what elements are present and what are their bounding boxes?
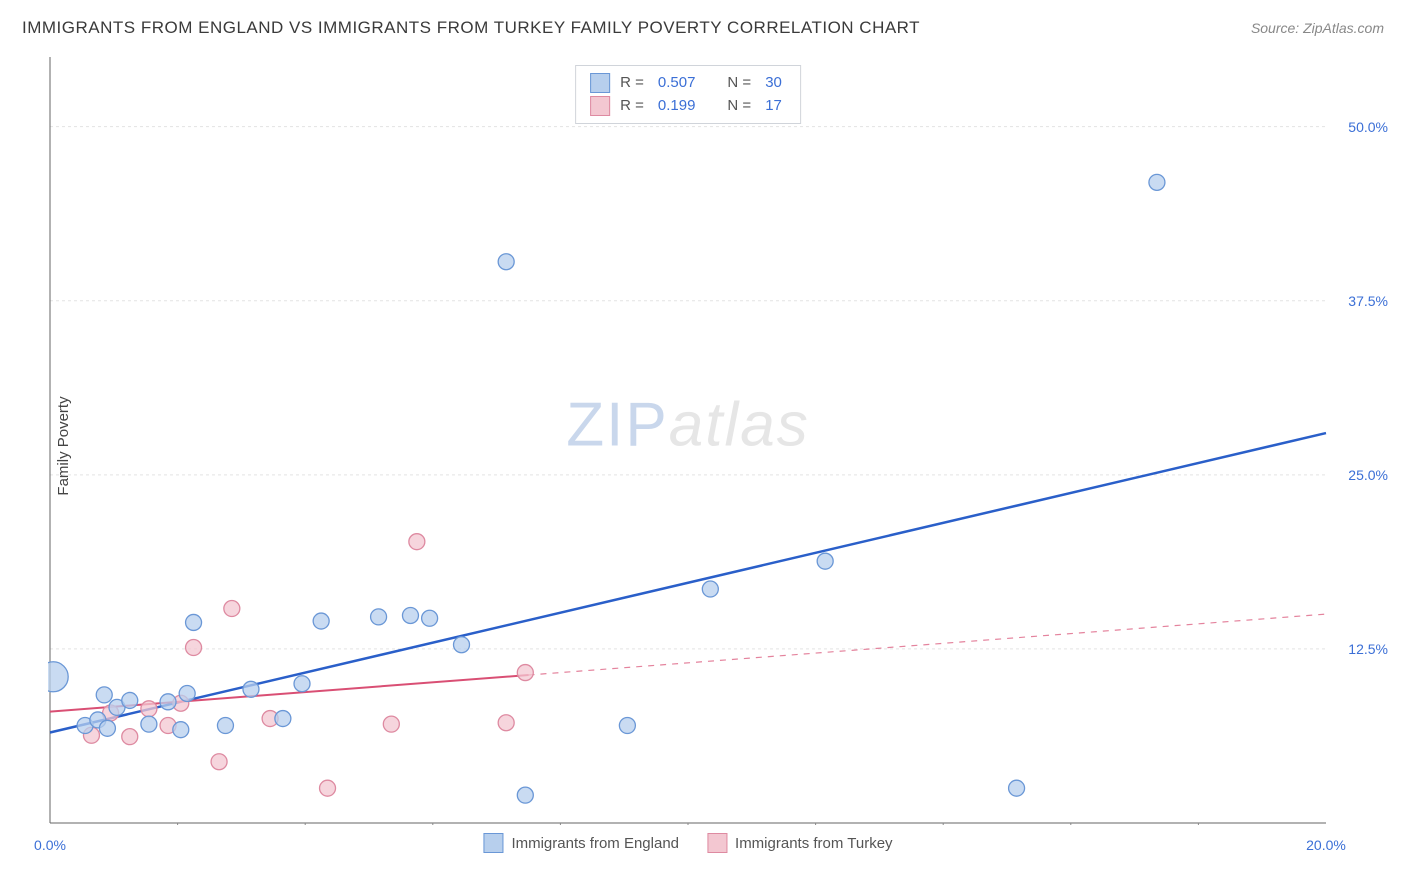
legend-row-turkey: R = 0.199 N = 17 <box>590 95 786 118</box>
chart-plot-area: ZIPatlas R = 0.507 N = 30 R = 0.199 N = … <box>48 55 1328 825</box>
legend-item-england: Immigrants from England <box>483 833 679 853</box>
ytick-label: 50.0% <box>1348 119 1388 135</box>
legend-series: Immigrants from England Immigrants from … <box>483 833 892 853</box>
scatter-plot-svg <box>48 55 1328 825</box>
chart-header: IMMIGRANTS FROM ENGLAND VS IMMIGRANTS FR… <box>0 0 1406 46</box>
chart-title: IMMIGRANTS FROM ENGLAND VS IMMIGRANTS FR… <box>22 18 920 38</box>
swatch-turkey <box>590 96 610 116</box>
ytick-label: 25.0% <box>1348 467 1388 483</box>
ytick-label: 37.5% <box>1348 293 1388 309</box>
swatch-england <box>590 73 610 93</box>
ytick-label: 12.5% <box>1348 641 1388 657</box>
swatch-turkey-icon <box>707 833 727 853</box>
swatch-england-icon <box>483 833 503 853</box>
xtick-label: 20.0% <box>1306 837 1346 853</box>
xtick-label: 0.0% <box>34 837 66 853</box>
legend-row-england: R = 0.507 N = 30 <box>590 72 786 95</box>
legend-item-turkey: Immigrants from Turkey <box>707 833 893 853</box>
source-attribution: Source: ZipAtlas.com <box>1251 20 1384 36</box>
legend-correlation-box: R = 0.507 N = 30 R = 0.199 N = 17 <box>575 65 801 124</box>
